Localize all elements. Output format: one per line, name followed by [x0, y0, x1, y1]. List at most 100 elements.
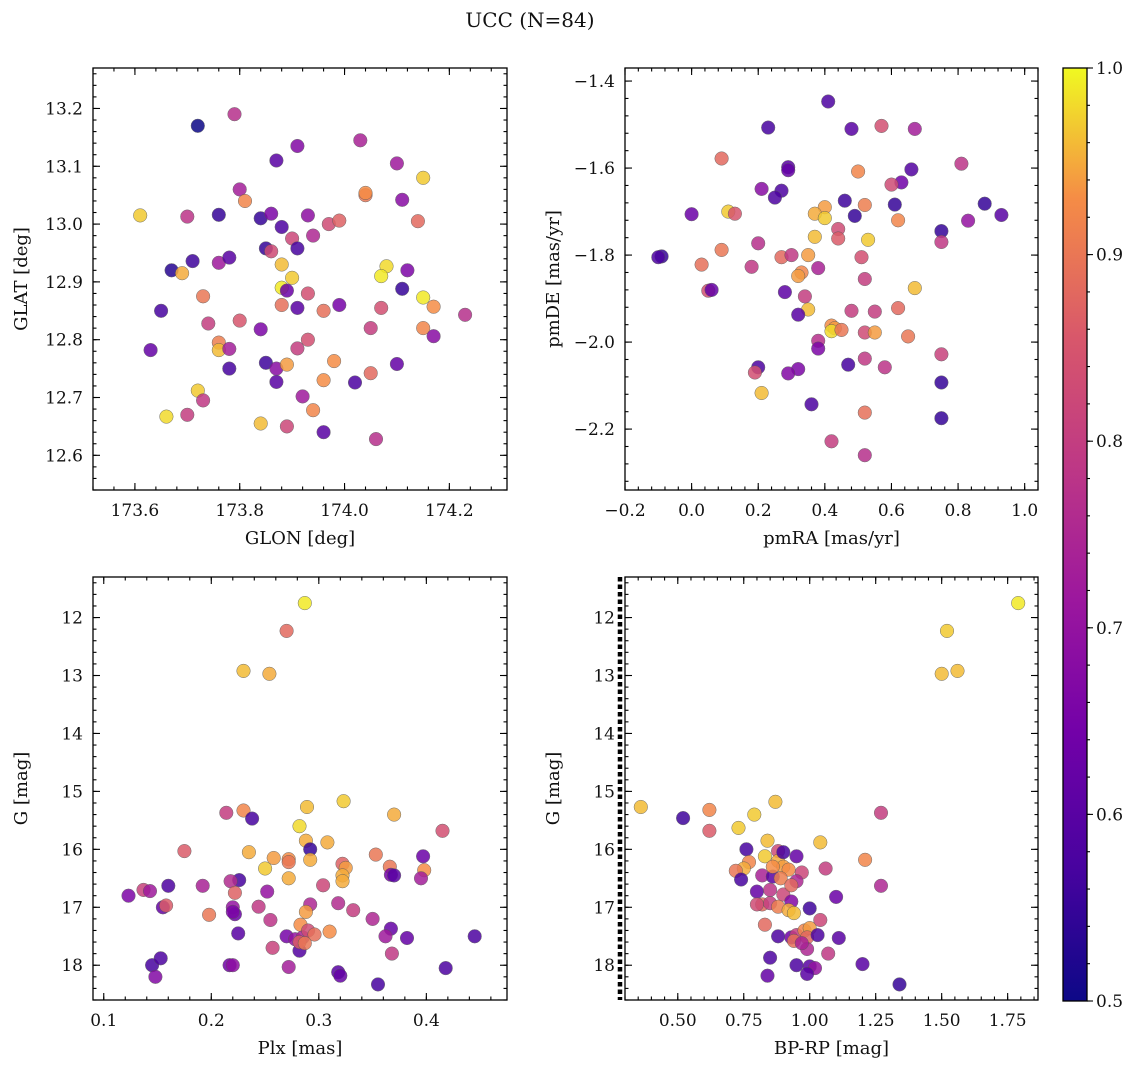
data-point: [841, 357, 856, 372]
data-point: [861, 232, 876, 247]
data-point: [368, 432, 384, 447]
data-point: [651, 250, 666, 265]
y-axis-label: pmDE [mas/yr]: [543, 210, 564, 348]
data-point: [934, 666, 949, 681]
data-point: [300, 332, 315, 347]
colorbar-gradient: [1062, 67, 1088, 1002]
data-point: [363, 366, 378, 381]
data-point: [867, 325, 882, 340]
x-tick-label: 0.8: [945, 501, 972, 521]
axes-frame: [624, 67, 1039, 491]
data-point: [300, 208, 315, 223]
data-point: [161, 878, 176, 893]
data-point: [365, 911, 380, 926]
y-tick-label: 16: [593, 840, 615, 860]
y-tick-label: 12.9: [45, 273, 83, 293]
data-point: [794, 936, 809, 951]
data-point: [300, 286, 315, 301]
y-axis-label: GLAT [deg]: [11, 227, 32, 331]
y-tick-label: 13: [593, 667, 615, 687]
data-point: [269, 153, 284, 168]
data-point: [153, 951, 168, 966]
data-point: [744, 259, 759, 274]
data-point: [389, 356, 404, 372]
data-point: [297, 936, 312, 951]
panel-glon-glat: 173.6 173.8 174.0 174.2 12.6 12.7 12.8 12.9 13.0…: [11, 67, 508, 549]
y-tick-label: −2.2: [574, 420, 615, 440]
panel-pmra-pmde: −0.2 0.0 0.2 0.4 0.6 0.8 1.0 −1.4 −1.6 −1.8 −2.0 −2…: [543, 67, 1039, 549]
data-point: [245, 811, 260, 826]
axes-frame: [92, 67, 508, 491]
data-point: [821, 94, 836, 109]
data-point: [237, 193, 253, 209]
data-point: [857, 351, 872, 366]
data-point: [934, 411, 949, 426]
data-point: [258, 861, 273, 876]
data-point: [159, 898, 174, 913]
x-axis-label: pmRA [mas/yr]: [763, 528, 900, 549]
data-point: [810, 928, 825, 943]
data-point: [873, 805, 889, 820]
y-tick-label: 12.8: [45, 331, 83, 351]
data-point: [781, 163, 796, 178]
data-point: [196, 393, 211, 408]
data-point: [977, 196, 992, 211]
data-point: [374, 269, 389, 284]
y-tick-label: 18: [61, 956, 83, 976]
data-point: [789, 849, 804, 864]
data-point: [225, 904, 240, 919]
data-point: [802, 901, 817, 916]
y-tick-label: 17: [593, 898, 615, 918]
data-point: [175, 266, 190, 281]
data-point: [290, 300, 305, 315]
data-point: [410, 214, 425, 229]
data-point: [704, 282, 719, 297]
data-point: [374, 300, 389, 315]
data-point: [857, 448, 872, 463]
y-tick-label: 15: [61, 782, 83, 802]
data-point: [400, 263, 415, 278]
data-point: [874, 118, 889, 133]
data-point: [855, 957, 870, 972]
data-point: [332, 213, 347, 228]
data-point: [387, 868, 402, 883]
data-point: [227, 107, 242, 122]
x-tick-label: −0.2: [604, 501, 645, 521]
data-point: [844, 303, 859, 318]
data-point: [765, 859, 780, 874]
data-point: [295, 389, 310, 404]
data-point: [316, 303, 331, 318]
data-point: [800, 966, 815, 981]
data-point: [180, 209, 195, 224]
data-point: [331, 896, 346, 911]
data-point: [813, 835, 828, 850]
y-tick-label: 12.7: [45, 389, 83, 409]
data-point: [299, 799, 315, 815]
data-point: [298, 904, 313, 919]
data-point: [777, 285, 792, 300]
x-tick-label: 0.3: [305, 1011, 332, 1031]
data-point: [821, 946, 836, 961]
panel-plx-g: 0.1 0.2 0.3 0.4 12 13 14 15 16 17 18 Plx [mas] G [ma…: [11, 576, 508, 1059]
axes-frame: [624, 576, 1039, 1001]
data-point: [279, 357, 294, 372]
data-point: [754, 385, 769, 401]
data-point: [316, 425, 331, 440]
colorbar-tick-label: 1.0: [1096, 59, 1123, 79]
data-point: [467, 929, 482, 944]
data-point: [767, 190, 782, 205]
data-point: [887, 197, 902, 212]
data-point: [316, 373, 331, 388]
data-point: [633, 799, 648, 815]
y-tick-label: 13: [61, 667, 83, 687]
data-point: [811, 261, 826, 276]
data-point: [727, 206, 742, 221]
x-tick-label: 1.0: [1011, 501, 1038, 521]
data-point: [426, 329, 441, 344]
data-point: [274, 257, 289, 272]
x-tick-label: 0.2: [198, 1011, 225, 1031]
data-point: [316, 878, 331, 893]
x-tick-label: 173.8: [215, 501, 264, 521]
data-point: [857, 271, 872, 287]
